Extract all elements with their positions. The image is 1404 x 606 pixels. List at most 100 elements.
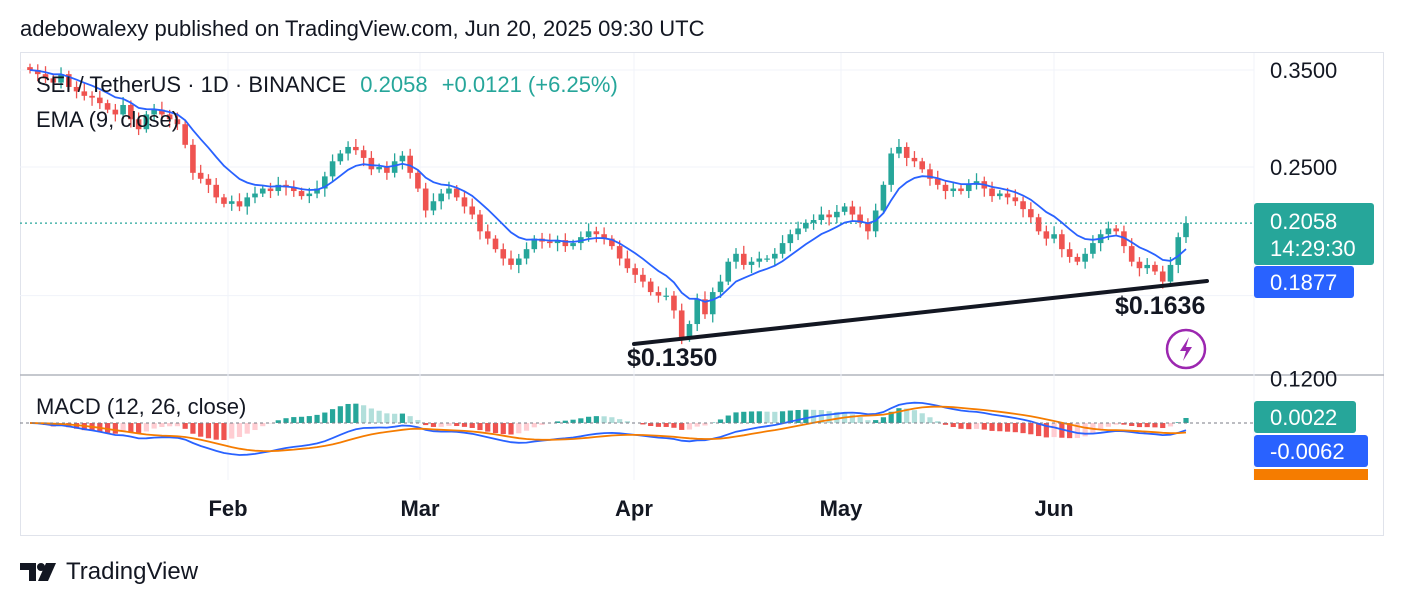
horizontal-gridlines bbox=[20, 69, 1254, 297]
macd-bar bbox=[935, 421, 941, 423]
candle bbox=[97, 90, 103, 109]
candle bbox=[616, 240, 623, 266]
macd-bar bbox=[624, 421, 630, 423]
candle bbox=[322, 171, 328, 197]
macd-bar bbox=[1074, 423, 1080, 439]
ema-price-value: 0.1877 bbox=[1270, 270, 1337, 295]
macd-bar bbox=[167, 423, 173, 427]
macd-bar bbox=[260, 423, 266, 427]
macd-bar bbox=[725, 415, 731, 423]
candle bbox=[345, 141, 351, 161]
candle bbox=[554, 235, 561, 252]
macd-bar bbox=[896, 408, 902, 423]
macd-bar bbox=[461, 423, 468, 427]
candle bbox=[834, 204, 840, 224]
candle bbox=[857, 206, 863, 228]
macd-bar bbox=[174, 423, 181, 427]
macd-bar bbox=[1113, 423, 1119, 425]
candle bbox=[228, 195, 235, 211]
signal-line bbox=[29, 405, 1187, 453]
candle bbox=[190, 139, 196, 180]
candle bbox=[803, 219, 809, 232]
macd-bar bbox=[981, 423, 987, 430]
macd-bar bbox=[764, 411, 770, 423]
candle bbox=[632, 263, 638, 283]
macd-bar bbox=[438, 423, 444, 427]
macd-bar bbox=[384, 413, 390, 423]
macd-bar bbox=[1136, 423, 1143, 428]
candle bbox=[135, 112, 142, 136]
candle bbox=[1152, 261, 1158, 275]
macd-bar bbox=[942, 423, 949, 425]
candle bbox=[151, 103, 157, 122]
candle bbox=[112, 103, 119, 122]
macd-bar bbox=[880, 417, 887, 423]
macd-bar bbox=[236, 423, 243, 437]
macd-bar bbox=[873, 420, 879, 423]
candle bbox=[958, 185, 964, 195]
candle bbox=[50, 73, 57, 91]
macd-bar bbox=[492, 423, 499, 434]
macd-bar bbox=[562, 420, 568, 423]
vertical-gridlines bbox=[227, 53, 1055, 480]
ema-legend[interactable]: EMA (9, close) bbox=[36, 107, 180, 132]
macd-bar bbox=[609, 417, 615, 423]
candle bbox=[515, 253, 522, 274]
macd-bar bbox=[430, 423, 437, 427]
macd-bar bbox=[857, 417, 863, 423]
candle bbox=[1097, 229, 1104, 252]
macd-histogram bbox=[35, 403, 1189, 441]
macd-bar bbox=[617, 419, 623, 423]
macd-bar bbox=[834, 411, 840, 423]
candle bbox=[65, 70, 72, 91]
macd-bar bbox=[500, 423, 506, 435]
candle bbox=[1051, 226, 1057, 244]
candle bbox=[647, 278, 654, 296]
macd-bar bbox=[322, 412, 328, 423]
macd-legend[interactable]: MACD (12, 26, close) bbox=[36, 394, 247, 419]
macd-bar bbox=[578, 418, 584, 423]
candle bbox=[772, 248, 778, 266]
macd-bar bbox=[865, 420, 871, 423]
macd-bar bbox=[1020, 423, 1026, 434]
tradingview-footer[interactable]: TradingView bbox=[20, 558, 198, 586]
macd-signal-badge bbox=[1254, 469, 1368, 480]
macd-bar bbox=[1121, 423, 1127, 425]
candle bbox=[104, 99, 111, 114]
candle bbox=[903, 142, 910, 167]
annotation-low-june: $0.1636 bbox=[1115, 292, 1205, 320]
candle bbox=[818, 206, 825, 225]
lightning-icon[interactable] bbox=[1165, 328, 1207, 370]
macd-bar bbox=[229, 423, 235, 439]
candle bbox=[1175, 232, 1182, 274]
macd-bar bbox=[415, 419, 421, 423]
candle bbox=[205, 174, 212, 194]
macd-bar bbox=[849, 414, 855, 423]
macd-bar bbox=[407, 416, 413, 423]
symbol-legend[interactable]: SEI / TetherUS · 1D · BINANCE 0.2058 +0.… bbox=[36, 72, 618, 98]
y-axis-labels: 0.3500 0.2500 0.1200 bbox=[1270, 58, 1337, 392]
support-trendline bbox=[632, 279, 1209, 346]
last-price-badge bbox=[1254, 203, 1374, 265]
macd-bar bbox=[182, 423, 188, 429]
candle bbox=[213, 178, 220, 204]
candle bbox=[950, 181, 957, 197]
macd-bar bbox=[516, 423, 522, 434]
candle bbox=[733, 248, 739, 269]
candle bbox=[415, 169, 421, 193]
symbol-label: SEI / TetherUS · 1D · BINANCE bbox=[36, 72, 347, 97]
macd-bar bbox=[1028, 423, 1034, 435]
candle bbox=[911, 151, 918, 168]
candle bbox=[989, 181, 995, 202]
macd-bar bbox=[904, 408, 910, 423]
macd-bar bbox=[958, 423, 964, 429]
macd-bar bbox=[151, 423, 157, 429]
y-tick-label: 0.1200 bbox=[1270, 367, 1337, 392]
macd-bar bbox=[950, 423, 956, 428]
macd-bar bbox=[717, 419, 724, 423]
macd-bar bbox=[655, 423, 662, 427]
x-tick-label: Jun bbox=[1034, 496, 1073, 521]
macd-bar bbox=[221, 423, 227, 441]
macd-bar bbox=[1012, 423, 1018, 433]
